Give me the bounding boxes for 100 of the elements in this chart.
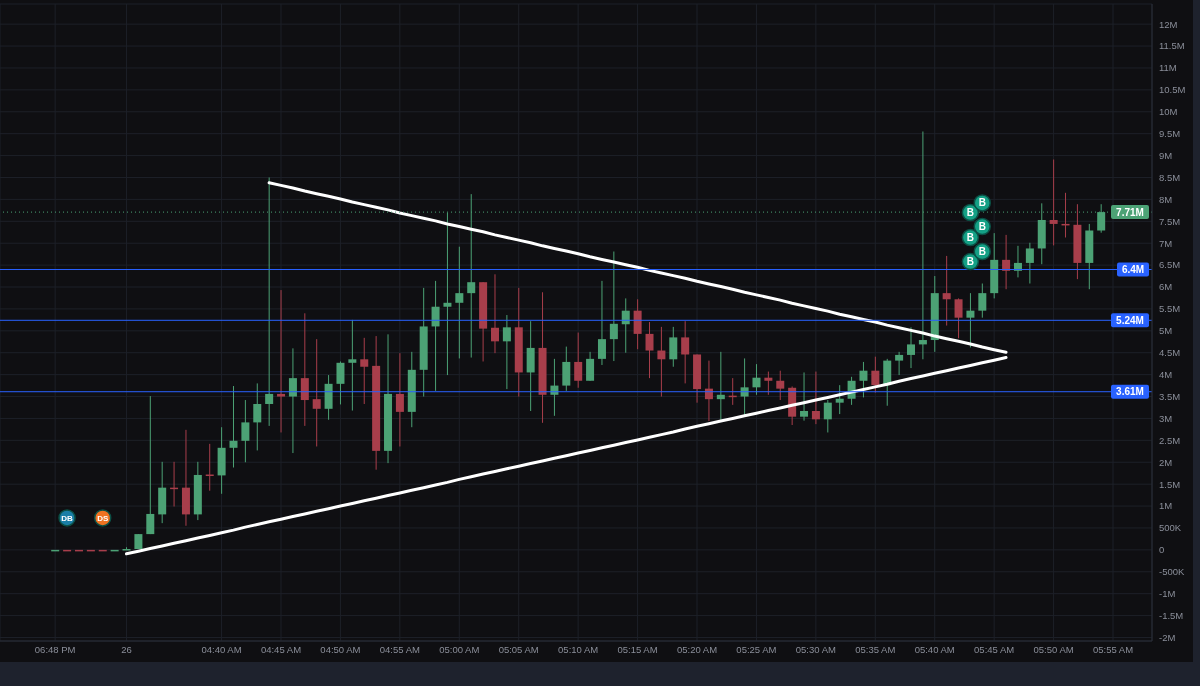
- y-tick-label: 4.5M: [1159, 347, 1181, 359]
- ref-line-label: 5.24M: [1116, 314, 1144, 326]
- x-tick-label: 05:30 AM: [795, 643, 837, 655]
- x-tick-label: 05:45 AM: [974, 643, 1015, 655]
- candlestick: [811, 371, 820, 425]
- candlestick: [752, 363, 761, 396]
- candlestick: [657, 326, 666, 398]
- y-tick-label: 7.5M: [1159, 215, 1181, 227]
- y-tick-label: 4M: [1159, 369, 1173, 381]
- y-tick-label: 3.5M: [1159, 390, 1181, 402]
- x-tick-label: 05:35 AM: [855, 643, 896, 655]
- annotation: B: [978, 197, 986, 209]
- candlestick: [907, 326, 916, 369]
- candlestick: [609, 251, 618, 362]
- x-tick-label: 26: [121, 643, 132, 655]
- y-tick-label: 2M: [1159, 456, 1173, 468]
- y-tick-label: 1M: [1159, 500, 1173, 512]
- candlestick: [253, 382, 262, 451]
- candlestick: [277, 289, 286, 433]
- candlestick: [490, 273, 499, 354]
- candlestick: [597, 280, 606, 366]
- candlestick: [502, 314, 511, 390]
- y-tick-label: 5M: [1159, 325, 1173, 337]
- candlestick: [942, 255, 951, 327]
- candlestick: [395, 352, 404, 447]
- y-tick-label: -1.5M: [1159, 609, 1184, 621]
- candlestick: [776, 370, 785, 401]
- annotation: B: [978, 221, 986, 233]
- y-tick-label: 11.5M: [1159, 40, 1185, 52]
- candlestick: [633, 298, 642, 350]
- candlestick: [859, 361, 868, 398]
- candlestick: [241, 399, 250, 463]
- candlestick: [895, 351, 904, 376]
- x-tick-label: 05:00 AM: [439, 643, 480, 655]
- y-tick-label: 9.5M: [1159, 128, 1181, 140]
- y-tick-label: 6M: [1159, 281, 1173, 293]
- candlestick: [288, 347, 297, 454]
- y-tick-label: 8M: [1159, 193, 1173, 205]
- y-tick-label: -2M: [1159, 631, 1176, 643]
- y-tick-label: 500K: [1159, 522, 1182, 534]
- x-tick-label: 05:25 AM: [736, 643, 777, 655]
- candlestick: [681, 320, 690, 384]
- y-tick-label: 8.5M: [1159, 171, 1181, 183]
- candlestick: [146, 395, 155, 535]
- y-tick-label: 9M: [1159, 149, 1173, 161]
- candlestick: [1025, 242, 1034, 285]
- candlestick: [586, 351, 595, 382]
- x-tick-label: 05:55 AM: [1092, 643, 1134, 655]
- y-tick-label: 1.5M: [1159, 478, 1181, 490]
- line-series: [267, 181, 1008, 354]
- candlestick: [562, 346, 571, 392]
- letter-badge: B: [973, 217, 991, 236]
- candlestick: [348, 319, 357, 412]
- x-tick-label: 04:45 AM: [260, 643, 302, 655]
- candlestick: [431, 280, 440, 392]
- candlestick: [823, 399, 832, 433]
- candlestick: [835, 384, 844, 415]
- candlestick: [455, 246, 464, 359]
- ref-line-label: 3.61M: [1116, 386, 1144, 398]
- letter-badge: DB: [58, 509, 76, 527]
- candlestick: [954, 297, 963, 339]
- y-tick-label: 3M: [1159, 412, 1173, 424]
- candlestick: [312, 338, 321, 447]
- annotation: B: [966, 232, 974, 244]
- ref-line-label: 6.4M: [1121, 263, 1145, 275]
- candlestick: [360, 337, 369, 405]
- x-tick-label: 05:05 AM: [498, 643, 539, 655]
- y-tick-label: -1M: [1159, 588, 1176, 600]
- y-tick-label: 7M: [1159, 237, 1173, 249]
- candlestick: [800, 371, 809, 422]
- y-tick-label: 2.5M: [1159, 434, 1181, 446]
- x-tick-label: 05:40 AM: [914, 643, 955, 655]
- x-tick-label: 05:10 AM: [558, 643, 599, 655]
- candlestick: [1002, 234, 1011, 290]
- x-tick-label: 04:40 AM: [201, 643, 242, 655]
- x-tick-label: 04:55 AM: [379, 643, 420, 655]
- candlestick: [978, 283, 987, 319]
- x-tick-label: 05:50 AM: [1033, 643, 1074, 655]
- annotation: DB: [61, 513, 74, 523]
- candlestick: [336, 360, 345, 405]
- y-tick-label: 5.5M: [1159, 303, 1181, 315]
- x-tick-label: 05:15 AM: [617, 643, 658, 655]
- y-tick-label: 6.5M: [1159, 259, 1181, 271]
- candlestick: [716, 351, 725, 422]
- y-tick-label: 10.5M: [1159, 84, 1186, 96]
- ref-line-label: 7.71M: [1116, 206, 1144, 218]
- candlestick: [645, 321, 654, 379]
- candlestick: [966, 292, 975, 348]
- candlestick: [1049, 159, 1058, 246]
- letter-badge: B: [973, 242, 991, 261]
- y-tick-label: 11M: [1159, 62, 1177, 74]
- y-tick-label: 0: [1159, 544, 1165, 556]
- annotation: B: [966, 256, 974, 268]
- candlestick: [574, 332, 583, 389]
- x-tick-label: 04:50 AM: [320, 643, 361, 655]
- candlestick: [300, 312, 309, 427]
- y-tick-label: 12M: [1159, 18, 1178, 30]
- annotation: DS: [97, 513, 109, 523]
- x-tick-label: 06:48 PM: [34, 643, 76, 655]
- letter-badge: B: [973, 194, 991, 212]
